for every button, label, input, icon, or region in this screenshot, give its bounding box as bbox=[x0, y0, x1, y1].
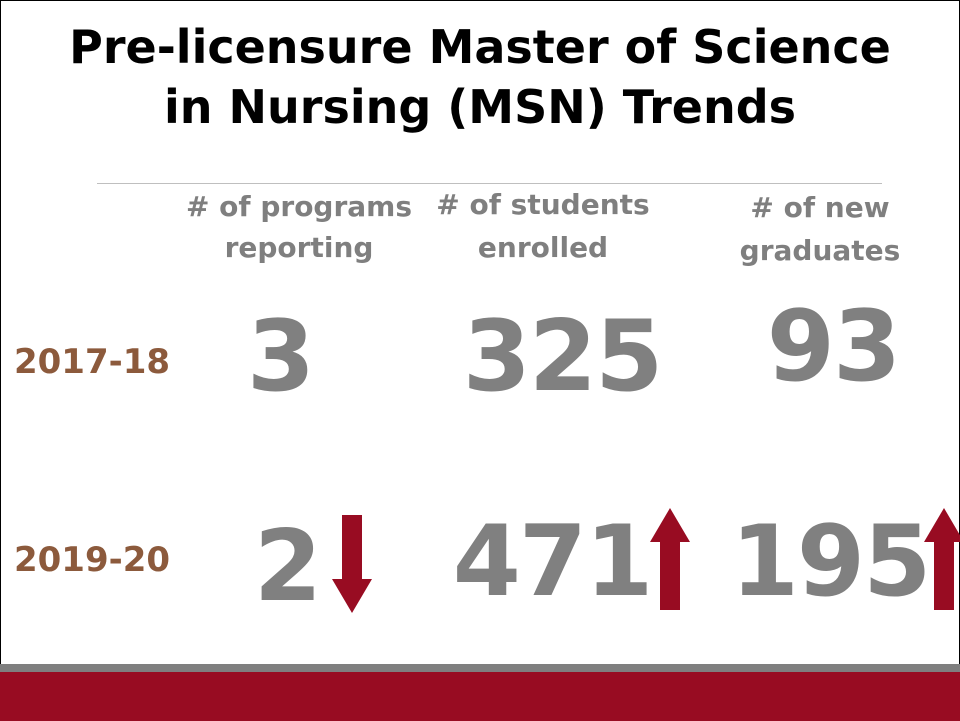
column-header: reporting bbox=[224, 231, 374, 264]
trend-arrow bbox=[650, 508, 690, 610]
footer-band bbox=[0, 672, 960, 721]
column-header: # of programs bbox=[185, 190, 413, 223]
year-label: 2019-20 bbox=[13, 540, 171, 580]
year-label: 2017-18 bbox=[13, 342, 171, 382]
slide-title: Pre-licensure Master of Science bbox=[69, 20, 891, 74]
column-header: # of students bbox=[436, 188, 650, 221]
metric-value: 325 bbox=[462, 300, 664, 414]
metric-value: 3 bbox=[246, 300, 315, 414]
metric-value: 195 bbox=[730, 505, 932, 619]
slide-title: in Nursing (MSN) Trends bbox=[163, 80, 797, 134]
trend-arrow bbox=[332, 515, 372, 613]
trend-arrow bbox=[924, 508, 960, 610]
metric-value: 471 bbox=[452, 505, 654, 619]
column-header: # of new bbox=[750, 191, 890, 224]
footer-band bbox=[0, 664, 960, 672]
metric-value: 93 bbox=[766, 290, 901, 404]
column-header: graduates bbox=[739, 234, 901, 267]
column-header: enrolled bbox=[477, 231, 609, 264]
divider bbox=[97, 183, 882, 184]
metric-value: 2 bbox=[253, 510, 322, 624]
